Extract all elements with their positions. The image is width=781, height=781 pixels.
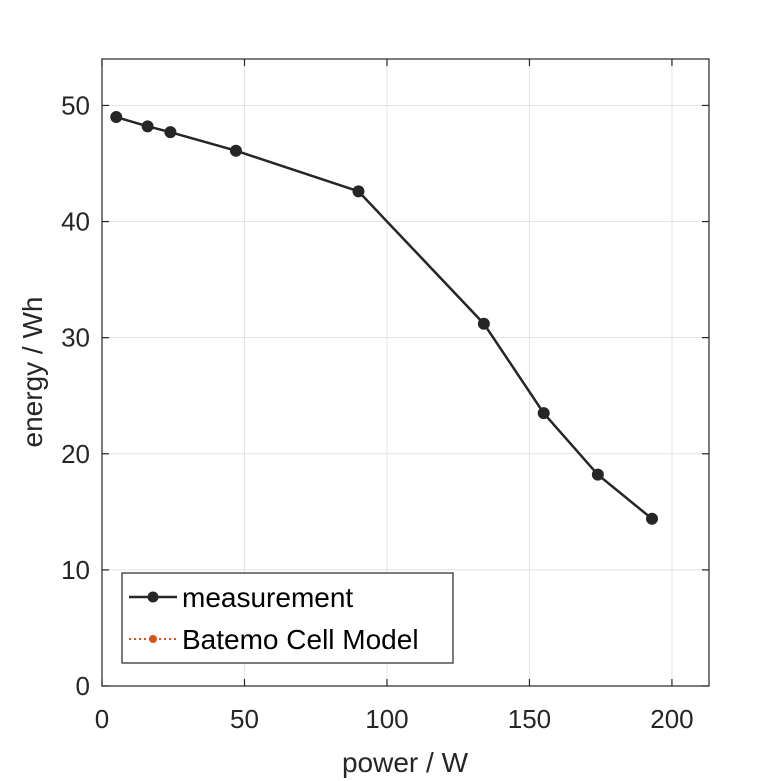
ticks <box>101 59 709 687</box>
legend-box <box>121 572 454 664</box>
data-point-measurement <box>477 317 490 330</box>
x-axis-label: power / W <box>342 747 469 778</box>
y-tick-label: 10 <box>61 555 90 585</box>
grid <box>102 59 709 686</box>
data-point-measurement <box>229 144 242 157</box>
legend: measurement Batemo Cell Model <box>121 572 454 664</box>
legend-marker-batemo-cell-model <box>149 635 157 643</box>
y-tick-label: 30 <box>61 323 90 353</box>
tick-labels: 0 50 100 150 200 0 10 20 30 40 50 <box>61 90 694 734</box>
plot-frame <box>101 58 710 687</box>
data-point-measurement <box>591 468 604 481</box>
y-tick-label: 20 <box>61 439 90 469</box>
x-tick-label: 150 <box>508 704 551 734</box>
data-point-measurement <box>352 185 365 198</box>
y-tick-label: 50 <box>61 90 90 120</box>
series-layer <box>110 111 659 525</box>
data-point-measurement <box>646 512 659 525</box>
y-axis-label: energy / Wh <box>17 297 48 448</box>
x-tick-label: 200 <box>650 704 693 734</box>
data-point-measurement <box>164 126 177 139</box>
x-tick-label: 100 <box>365 704 408 734</box>
series-measurement <box>110 111 659 525</box>
data-point-measurement <box>537 407 550 420</box>
legend-marker-measurement <box>147 591 159 603</box>
data-point-measurement <box>110 111 123 124</box>
y-tick-label: 0 <box>76 671 90 701</box>
x-tick-label: 50 <box>230 704 259 734</box>
data-point-measurement <box>141 120 154 133</box>
legend-label-batemo-cell-model: Batemo Cell Model <box>182 624 419 655</box>
legend-label-measurement: measurement <box>182 582 353 613</box>
y-tick-label: 40 <box>61 207 90 237</box>
x-tick-label: 0 <box>95 704 109 734</box>
